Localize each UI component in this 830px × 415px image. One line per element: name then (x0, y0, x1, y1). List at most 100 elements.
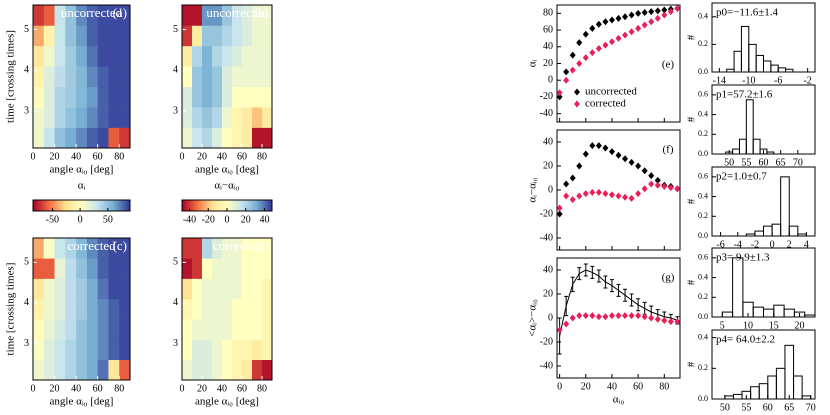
heat-cell (212, 25, 223, 47)
y-tick-label: 20 (543, 58, 553, 69)
heat-cell (43, 25, 55, 47)
hist-bar (763, 308, 775, 318)
heat-cell (33, 66, 45, 88)
heat-cell (212, 319, 223, 340)
y-tick-label: 0.2 (698, 39, 708, 48)
heat-cell (242, 127, 253, 149)
heat-cell (182, 238, 193, 259)
y-tick-label: 0.0 (698, 231, 708, 240)
heat-cell (252, 339, 263, 361)
error-bar (570, 276, 575, 293)
heat-cell (192, 5, 203, 26)
heat-cell (212, 45, 223, 67)
heat-cell (97, 238, 109, 259)
heat-cell (33, 25, 45, 47)
frame (711, 247, 816, 318)
error-bar (564, 295, 569, 317)
heat-cell (76, 25, 88, 47)
error-bar (623, 288, 628, 302)
heat-cell (76, 107, 88, 128)
x-axis-label: angle αᵢ₀ [deg] (50, 396, 114, 408)
point (608, 38, 615, 46)
heat-cell (97, 339, 109, 361)
y-axis-label: <αᵢ>−αᵢ₀ (527, 299, 539, 337)
heat-cell (192, 319, 203, 340)
x-tick-label: 50 (720, 402, 730, 413)
y-tick-label: 0.2 (698, 211, 708, 220)
panel-label: (d) (254, 238, 269, 253)
point (648, 180, 655, 188)
heat-cell (222, 5, 233, 26)
x-tick-label: 70 (793, 157, 803, 168)
y-tick-label: 40 (543, 41, 553, 52)
hist-bar (732, 148, 740, 155)
heat-cell (192, 25, 203, 47)
heat-cell (242, 359, 253, 381)
y-tick-label: 3 (173, 106, 178, 117)
x-tick-label: 70 (806, 402, 816, 413)
x-tick-label: -4 (734, 239, 742, 250)
heat-cell (212, 107, 223, 128)
point (654, 7, 661, 15)
point (628, 194, 635, 202)
heat-cell (192, 45, 203, 67)
heat-cell (222, 278, 233, 300)
frame (32, 237, 131, 381)
hist-bar (784, 344, 795, 400)
heat-cell (54, 298, 66, 320)
heat-cell (119, 359, 131, 381)
heat-cell (212, 66, 223, 88)
heat-cell (119, 258, 131, 279)
point (569, 174, 576, 182)
frame (32, 4, 131, 149)
heat-cell (252, 258, 263, 279)
x-tick-label: 65 (776, 157, 786, 168)
heat-cell (202, 45, 213, 67)
heat-cell (182, 45, 193, 67)
heat-cell (119, 238, 131, 259)
x-tick-label: 80 (659, 381, 669, 392)
heat-cell (252, 319, 263, 340)
heat-cell (252, 238, 263, 259)
heat-cell (54, 258, 66, 279)
heat-cell (108, 339, 120, 361)
x-tick-label: 40 (71, 151, 81, 162)
y-tick-label: 5 (173, 24, 178, 35)
heat-cell (119, 45, 131, 67)
heat-cell (54, 45, 66, 67)
heat-cell (108, 298, 120, 320)
x-tick-label: 0 (180, 151, 185, 162)
panel-label: (g) (662, 272, 675, 284)
legend-swatch (574, 100, 580, 108)
heat-cell (119, 127, 131, 149)
y-tick-label: 4 (173, 297, 178, 308)
x-tick-label: 20 (197, 151, 207, 162)
annotation: p0=−11.6±1.4 (716, 7, 779, 19)
heat-cell (43, 5, 55, 26)
heat-cell (54, 5, 66, 26)
heat-cell (262, 66, 273, 88)
hist-bar (758, 383, 769, 400)
hist-bar (777, 67, 787, 73)
heat-cell (86, 319, 98, 340)
heat-cell (86, 339, 98, 361)
x-tick-label: -10 (742, 75, 755, 86)
heat-cell (86, 86, 98, 108)
point (622, 13, 629, 21)
heat-cell (76, 45, 88, 67)
heat-cell (33, 45, 45, 67)
heat-cell (232, 258, 243, 279)
heat-cell (119, 5, 131, 26)
heat-cell (222, 45, 233, 67)
x-tick-label: 60 (93, 151, 103, 162)
heat-cell (252, 66, 263, 88)
frame (711, 84, 816, 155)
heat-cell (97, 86, 109, 108)
heat-cell (33, 258, 45, 279)
heat-cell (202, 5, 213, 26)
heat-cell (252, 107, 263, 128)
colorbar-tick-label: 40 (260, 214, 270, 225)
heat-cell (232, 5, 243, 26)
heat-cell (108, 45, 120, 67)
